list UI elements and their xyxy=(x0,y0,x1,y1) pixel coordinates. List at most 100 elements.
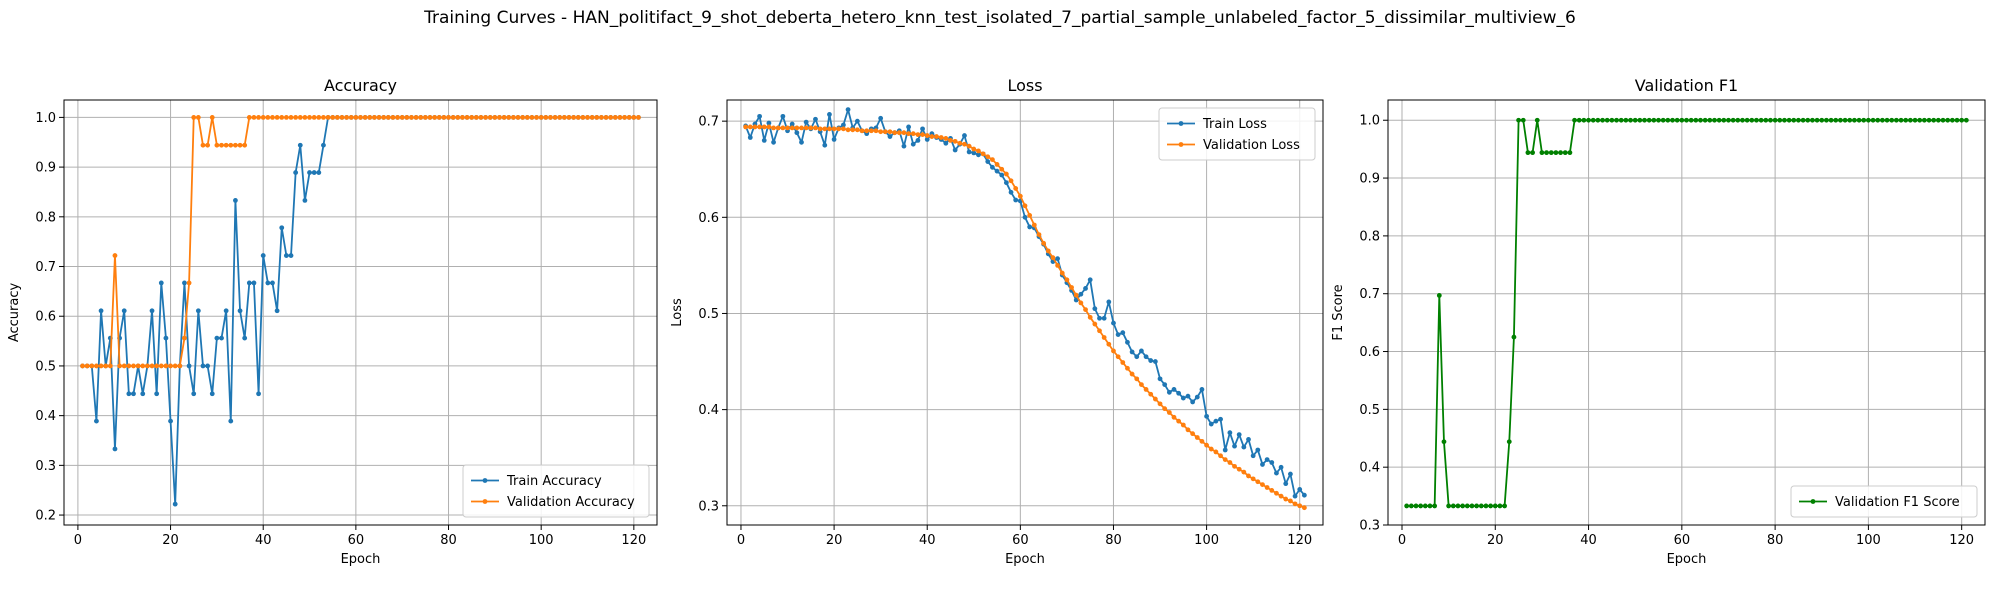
x-tick-label: 40 xyxy=(919,533,936,548)
data-point xyxy=(121,363,127,369)
data-point xyxy=(1604,117,1610,123)
data-point xyxy=(158,363,164,369)
data-point xyxy=(1516,117,1521,123)
data-point xyxy=(622,114,627,120)
data-point xyxy=(1786,117,1792,123)
data-point xyxy=(859,128,865,134)
data-point xyxy=(1469,503,1475,509)
data-point xyxy=(1698,117,1703,123)
data-point xyxy=(910,131,916,137)
data-point xyxy=(1222,457,1228,463)
data-point xyxy=(89,363,95,369)
data-point xyxy=(747,124,753,130)
data-point xyxy=(966,143,972,149)
data-point xyxy=(1185,427,1191,433)
data-point xyxy=(436,114,442,120)
data-point xyxy=(626,114,632,120)
data-point xyxy=(854,118,860,124)
data-point xyxy=(1190,399,1196,405)
data-point xyxy=(492,114,498,120)
data-point xyxy=(864,128,870,134)
data-point xyxy=(1963,117,1969,123)
data-point xyxy=(924,137,930,142)
data-point xyxy=(94,363,99,369)
data-point xyxy=(1651,117,1657,123)
data-point xyxy=(1283,496,1289,502)
data-point xyxy=(1754,117,1759,123)
data-point xyxy=(1134,354,1140,360)
data-point xyxy=(1917,117,1923,123)
series-line xyxy=(82,116,639,506)
data-point xyxy=(561,114,567,120)
data-point xyxy=(112,253,118,258)
data-point xyxy=(1889,117,1895,123)
data-point xyxy=(780,113,786,119)
data-point xyxy=(1208,446,1214,452)
data-point xyxy=(1194,435,1200,440)
data-point xyxy=(952,138,958,144)
data-point xyxy=(1903,117,1909,123)
data-point xyxy=(1106,299,1112,305)
data-point xyxy=(789,121,795,127)
data-point xyxy=(186,363,192,369)
data-point xyxy=(1083,286,1088,291)
data-point xyxy=(260,114,266,120)
data-point xyxy=(311,170,317,175)
data-point xyxy=(246,280,252,286)
legend: Validation F1 Score xyxy=(1790,485,1978,518)
data-point xyxy=(1422,503,1428,509)
data-point xyxy=(376,114,382,120)
data-point xyxy=(752,124,758,130)
data-point xyxy=(813,116,818,122)
data-point xyxy=(1670,117,1675,123)
data-point xyxy=(279,225,285,231)
data-point xyxy=(1618,117,1624,123)
data-point xyxy=(1740,117,1745,123)
data-point xyxy=(1884,117,1890,123)
data-point xyxy=(283,114,289,120)
data-point xyxy=(344,114,350,120)
x-tick-label: 20 xyxy=(162,533,179,548)
data-point xyxy=(999,166,1005,172)
data-point xyxy=(1441,439,1447,445)
data-point xyxy=(1274,470,1279,476)
x-tick-label: 0 xyxy=(1398,533,1406,548)
y-tick-label: 0.7 xyxy=(1359,287,1380,302)
data-point xyxy=(279,114,285,120)
data-point xyxy=(140,391,146,397)
y-tick-label: 0.2 xyxy=(35,509,56,524)
data-point xyxy=(418,114,424,120)
data-point xyxy=(1213,449,1219,455)
data-point xyxy=(1218,416,1223,422)
data-point xyxy=(367,114,373,120)
data-point xyxy=(233,142,238,148)
data-point xyxy=(785,125,790,131)
y-tick-label: 0.9 xyxy=(35,161,56,176)
data-point xyxy=(1427,503,1433,509)
data-point xyxy=(154,391,160,397)
x-axis-label: Epoch xyxy=(1667,552,1707,567)
data-point xyxy=(1204,413,1209,419)
data-point xyxy=(761,124,767,130)
data-point xyxy=(1474,503,1480,509)
data-point xyxy=(1180,395,1186,401)
data-point xyxy=(1660,117,1666,123)
data-point xyxy=(334,114,340,120)
data-point xyxy=(1735,117,1741,123)
data-point xyxy=(1241,469,1247,475)
data-point xyxy=(976,148,981,154)
data-point xyxy=(1782,117,1787,123)
data-point xyxy=(822,126,828,132)
data-point xyxy=(1907,117,1913,123)
data-point xyxy=(1027,224,1033,230)
data-point xyxy=(168,363,173,369)
data-point xyxy=(1236,432,1242,438)
data-point xyxy=(873,128,879,134)
data-point xyxy=(1171,414,1177,420)
y-tick-label: 0.5 xyxy=(35,359,56,374)
data-point xyxy=(316,170,322,175)
data-point xyxy=(1194,394,1200,400)
data-point xyxy=(107,363,113,369)
data-point xyxy=(543,114,549,120)
data-point xyxy=(766,124,772,130)
